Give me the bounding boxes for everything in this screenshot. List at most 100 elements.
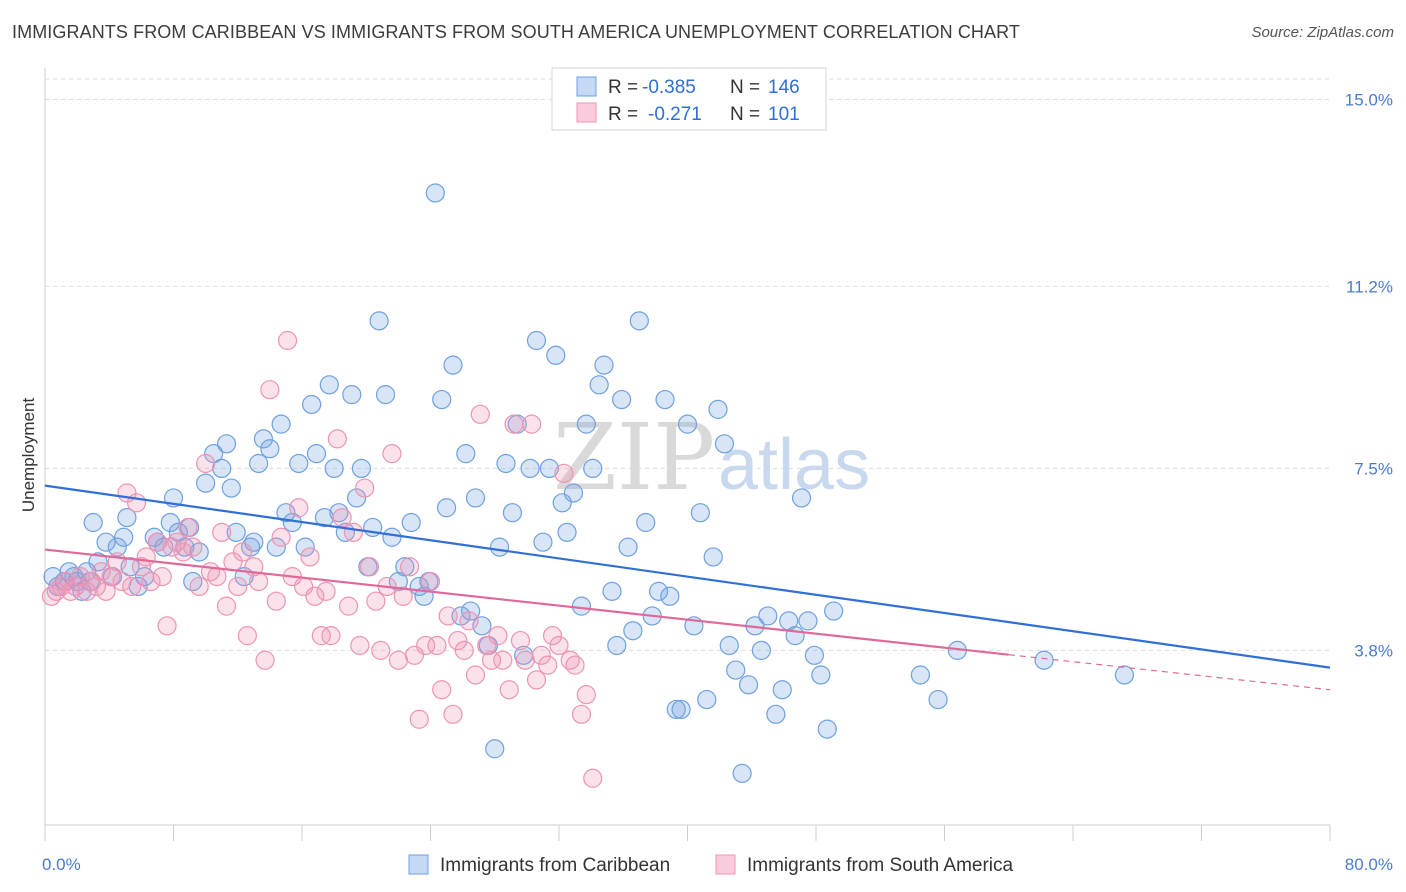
south-america-point-93 xyxy=(542,626,563,646)
caribbean-point-68 xyxy=(425,183,445,203)
caribbean-point-21 xyxy=(154,537,174,557)
bottom-legend-label-caribbean: Immigrants from Caribbean xyxy=(440,855,670,876)
caribbean-point-73 xyxy=(456,444,476,464)
caribbean-point-74 xyxy=(461,601,481,621)
legend-n-label-caribbean: N = xyxy=(730,77,760,98)
caribbean-point-40 xyxy=(260,439,280,459)
bottom-legend-swatch-caribbean xyxy=(408,854,429,875)
y-tick-label-1: 7.5% xyxy=(1354,459,1393,478)
south-america-point-37 xyxy=(232,542,253,562)
caribbean-point-118 xyxy=(726,660,746,680)
south-america-point-42 xyxy=(260,380,280,400)
x-tick-label-0: 0.0% xyxy=(42,855,81,874)
watermark-atlas: atlas xyxy=(718,425,870,505)
legend-box xyxy=(551,67,827,131)
caribbean-point-34 xyxy=(226,522,246,542)
caribbean-point-122 xyxy=(751,640,771,660)
south-america-point-97 xyxy=(565,655,585,675)
caribbean-point-138 xyxy=(1114,665,1135,685)
south-america-point-94 xyxy=(549,635,569,656)
south-america-point-57 xyxy=(343,522,363,542)
caribbean-point-85 xyxy=(526,330,547,351)
y-tick-label-0: 3.8% xyxy=(1354,641,1393,660)
caribbean-point-107 xyxy=(660,586,680,606)
south-america-point-47 xyxy=(289,498,309,518)
caribbean-point-31 xyxy=(212,458,232,479)
y-tick-label-2: 11.2% xyxy=(1346,277,1393,296)
caribbean-point-78 xyxy=(485,739,505,759)
caribbean-point-88 xyxy=(546,345,566,365)
south-america-point-71 xyxy=(420,571,441,592)
south-america-point-17 xyxy=(126,493,147,513)
caribbean-point-46 xyxy=(295,537,315,557)
south-america-point-78 xyxy=(459,611,479,631)
south-america-point-43 xyxy=(266,591,286,611)
caribbean-point-11 xyxy=(96,532,116,552)
caribbean-point-92 xyxy=(571,596,592,616)
caribbean-point-110 xyxy=(677,414,698,434)
caribbean-point-81 xyxy=(502,503,523,523)
south-america-point-74 xyxy=(438,606,458,626)
south-america-point-23 xyxy=(157,616,177,636)
south-america-point-7 xyxy=(77,581,97,601)
south-america-point-13 xyxy=(107,552,127,572)
chart-title: IMMIGRANTS FROM CARIBBEAN VS IMMIGRANTS … xyxy=(12,22,1020,42)
caribbean-point-135 xyxy=(928,689,948,710)
south-america-point-98 xyxy=(571,704,592,724)
south-america-point-99 xyxy=(576,685,596,705)
caribbean-point-95 xyxy=(589,375,609,395)
south-america-point-70 xyxy=(416,635,436,656)
caribbean-point-87 xyxy=(539,458,559,479)
legend-r-label-caribbean: R = xyxy=(608,77,638,98)
watermark-zip: ZIP xyxy=(553,404,715,511)
caribbean-point-79 xyxy=(489,537,510,557)
caribbean-point-22 xyxy=(160,512,180,533)
caribbean-point-123 xyxy=(758,606,778,626)
south-america-point-52 xyxy=(316,581,336,601)
caribbean-point-29 xyxy=(196,473,216,493)
south-america-point-100 xyxy=(583,768,603,788)
caribbean-point-114 xyxy=(703,547,723,567)
caribbean-point-127 xyxy=(785,626,805,646)
caribbean-point-103 xyxy=(636,512,656,533)
caribbean-point-133 xyxy=(824,601,844,621)
south-america-point-36 xyxy=(228,576,248,597)
caribbean-point-71 xyxy=(443,355,463,375)
south-america-point-65 xyxy=(388,650,408,670)
caribbean-point-96 xyxy=(594,355,614,375)
caribbean-point-42 xyxy=(271,414,291,434)
caribbean-point-109 xyxy=(671,699,691,720)
caribbean-point-119 xyxy=(732,763,752,783)
caribbean-point-69 xyxy=(432,389,452,410)
south-america-point-79 xyxy=(465,665,486,685)
legend-n-value-south-america: 101 xyxy=(768,104,800,125)
south-america-point-61 xyxy=(366,591,386,611)
south-america-point-88 xyxy=(515,650,535,670)
x-tick-labels: 0.0% 80.0% xyxy=(42,855,1393,874)
caribbean-point-108 xyxy=(666,699,686,720)
south-america-point-38 xyxy=(237,626,257,646)
south-america-point-11 xyxy=(96,581,116,601)
south-america-point-54 xyxy=(327,429,347,449)
caribbean-point-63 xyxy=(395,557,415,577)
caribbean-point-116 xyxy=(714,434,735,454)
caribbean-point-76 xyxy=(472,616,492,636)
chart-source: Source: ZipAtlas.com xyxy=(1251,24,1394,41)
caribbean-point-60 xyxy=(375,385,396,405)
south-america-point-83 xyxy=(488,626,508,646)
caribbean-point-45 xyxy=(289,453,309,474)
caribbean-point-54 xyxy=(342,385,362,405)
legend-r-label-south-america: R = xyxy=(608,104,638,125)
caribbean-point-90 xyxy=(557,522,577,542)
trend-lines xyxy=(44,484,1331,691)
south-america-point-82 xyxy=(481,650,502,670)
caribbean-point-99 xyxy=(612,389,632,410)
points xyxy=(41,183,1135,788)
south-america-point-20 xyxy=(141,571,161,592)
south-america-point-60 xyxy=(359,557,380,577)
legend-swatch-caribbean xyxy=(576,76,597,97)
south-america-point-56 xyxy=(338,596,359,616)
south-america-point-92 xyxy=(538,655,558,675)
south-america-point-58 xyxy=(350,635,370,656)
caribbean-point-41 xyxy=(266,537,286,557)
